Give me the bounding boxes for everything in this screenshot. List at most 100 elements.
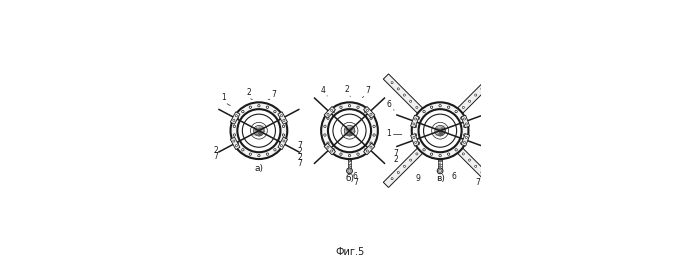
Circle shape bbox=[373, 125, 375, 128]
Circle shape bbox=[238, 109, 280, 152]
Circle shape bbox=[403, 165, 405, 167]
Circle shape bbox=[423, 149, 425, 151]
Circle shape bbox=[370, 113, 372, 115]
Circle shape bbox=[266, 106, 268, 109]
Circle shape bbox=[462, 106, 464, 109]
Circle shape bbox=[344, 125, 355, 136]
Circle shape bbox=[461, 117, 463, 119]
Text: 2: 2 bbox=[345, 85, 350, 94]
Circle shape bbox=[349, 160, 350, 162]
Circle shape bbox=[340, 153, 342, 155]
Circle shape bbox=[416, 153, 418, 155]
Circle shape bbox=[326, 142, 329, 144]
Circle shape bbox=[419, 109, 461, 152]
Circle shape bbox=[373, 134, 375, 136]
Text: 4: 4 bbox=[321, 86, 326, 95]
Text: 1: 1 bbox=[387, 129, 391, 138]
Circle shape bbox=[236, 115, 238, 117]
Circle shape bbox=[431, 153, 433, 155]
Circle shape bbox=[283, 119, 285, 121]
Polygon shape bbox=[461, 115, 470, 128]
Text: 1: 1 bbox=[221, 93, 226, 102]
Text: 2: 2 bbox=[214, 146, 219, 155]
Circle shape bbox=[439, 165, 441, 167]
Circle shape bbox=[391, 82, 393, 84]
Polygon shape bbox=[324, 106, 336, 118]
Circle shape bbox=[233, 119, 235, 121]
Circle shape bbox=[403, 94, 405, 96]
Circle shape bbox=[321, 102, 378, 159]
Text: 7: 7 bbox=[365, 86, 370, 95]
Circle shape bbox=[258, 154, 260, 157]
Circle shape bbox=[417, 142, 419, 144]
Circle shape bbox=[438, 169, 442, 172]
Circle shape bbox=[439, 105, 441, 107]
Text: 9: 9 bbox=[415, 174, 420, 183]
Circle shape bbox=[391, 178, 393, 180]
Circle shape bbox=[254, 125, 264, 136]
Circle shape bbox=[258, 105, 260, 107]
Circle shape bbox=[280, 145, 282, 147]
Circle shape bbox=[397, 171, 399, 173]
Circle shape bbox=[347, 168, 352, 174]
Text: 6: 6 bbox=[387, 100, 391, 109]
Circle shape bbox=[348, 154, 351, 157]
Circle shape bbox=[349, 163, 350, 164]
Text: Фиг.5: Фиг.5 bbox=[335, 247, 364, 257]
Circle shape bbox=[415, 125, 417, 128]
Circle shape bbox=[233, 134, 236, 136]
Text: 6: 6 bbox=[452, 172, 456, 181]
Circle shape bbox=[447, 153, 450, 155]
Text: 2: 2 bbox=[246, 88, 251, 97]
Text: 7: 7 bbox=[353, 178, 358, 187]
Circle shape bbox=[328, 109, 371, 152]
Polygon shape bbox=[278, 112, 287, 124]
Circle shape bbox=[236, 145, 238, 147]
Circle shape bbox=[283, 140, 285, 142]
Circle shape bbox=[487, 82, 489, 84]
Circle shape bbox=[348, 169, 351, 172]
Circle shape bbox=[439, 168, 441, 169]
Circle shape bbox=[274, 110, 276, 113]
Circle shape bbox=[447, 106, 450, 109]
Circle shape bbox=[462, 153, 464, 155]
Circle shape bbox=[249, 106, 252, 109]
Polygon shape bbox=[230, 112, 240, 124]
Circle shape bbox=[468, 100, 470, 102]
Circle shape bbox=[242, 110, 244, 113]
Circle shape bbox=[439, 160, 441, 162]
Text: 2: 2 bbox=[297, 153, 302, 162]
Circle shape bbox=[366, 150, 368, 152]
Circle shape bbox=[233, 125, 236, 128]
Circle shape bbox=[349, 165, 350, 167]
Circle shape bbox=[439, 163, 441, 164]
Text: 7: 7 bbox=[297, 141, 302, 150]
Circle shape bbox=[468, 159, 470, 161]
Circle shape bbox=[435, 125, 445, 136]
Circle shape bbox=[423, 110, 425, 113]
Circle shape bbox=[463, 125, 466, 128]
Circle shape bbox=[475, 94, 477, 96]
Circle shape bbox=[461, 142, 463, 144]
Circle shape bbox=[397, 88, 399, 90]
Text: 7: 7 bbox=[394, 149, 398, 158]
Circle shape bbox=[466, 136, 468, 139]
Circle shape bbox=[455, 110, 457, 113]
Text: 7: 7 bbox=[297, 159, 302, 168]
Circle shape bbox=[466, 123, 468, 125]
Circle shape bbox=[487, 178, 489, 180]
Circle shape bbox=[370, 117, 373, 119]
Circle shape bbox=[331, 150, 333, 152]
Text: 2: 2 bbox=[394, 155, 398, 164]
Circle shape bbox=[326, 117, 329, 119]
Text: 2: 2 bbox=[297, 147, 302, 156]
Circle shape bbox=[415, 118, 417, 120]
Text: 7: 7 bbox=[476, 178, 481, 187]
Circle shape bbox=[481, 171, 483, 173]
Circle shape bbox=[327, 146, 329, 148]
Circle shape bbox=[332, 110, 335, 113]
Circle shape bbox=[274, 149, 276, 151]
Circle shape bbox=[324, 134, 326, 136]
Circle shape bbox=[366, 109, 368, 111]
Circle shape bbox=[266, 153, 268, 155]
